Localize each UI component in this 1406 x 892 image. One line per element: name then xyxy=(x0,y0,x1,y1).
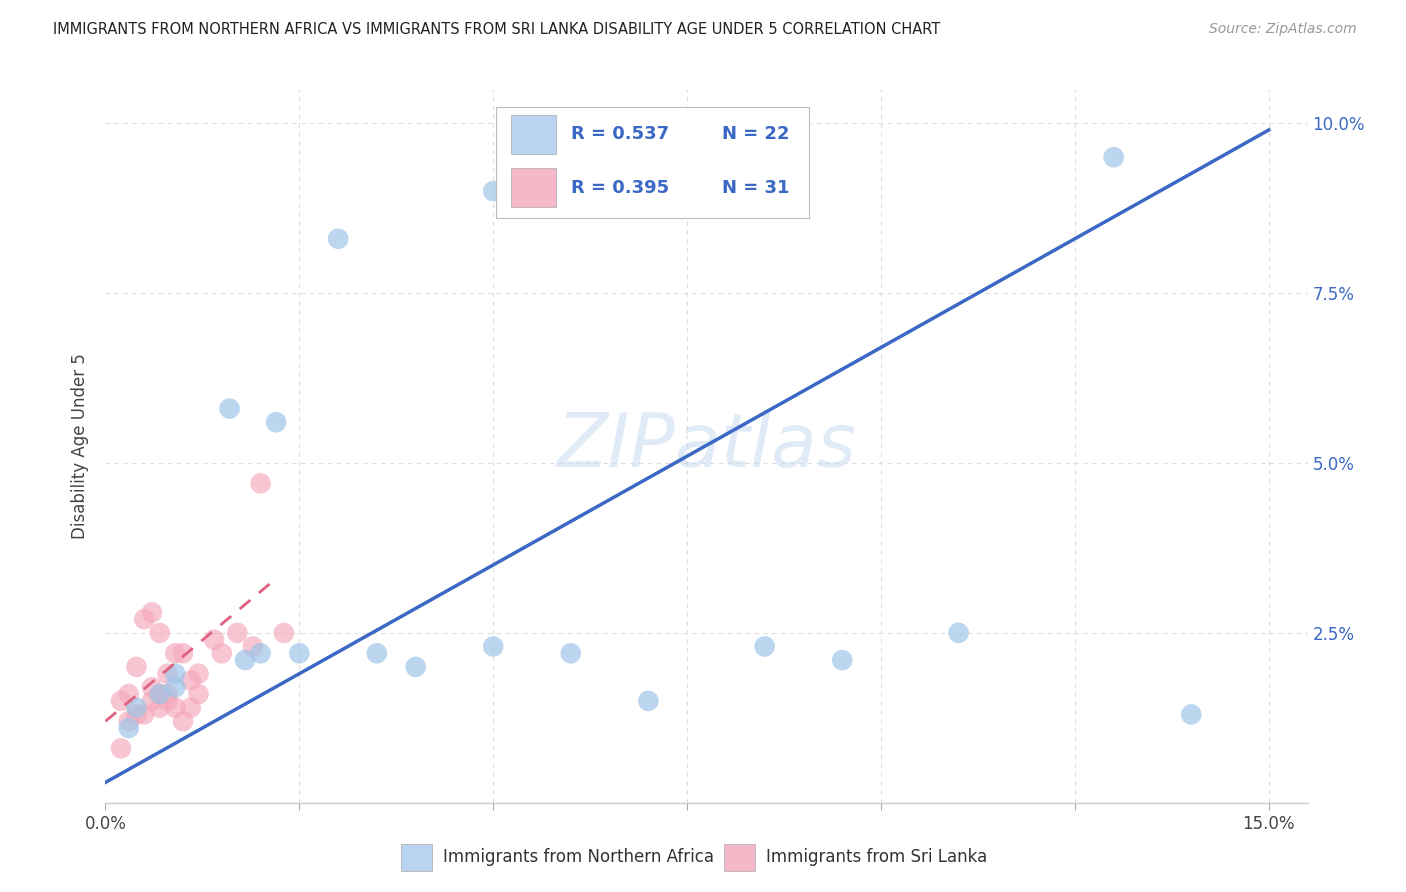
Text: Immigrants from Northern Africa: Immigrants from Northern Africa xyxy=(443,848,714,866)
Point xyxy=(149,687,172,701)
Point xyxy=(134,707,156,722)
Point xyxy=(366,646,388,660)
Point xyxy=(149,626,172,640)
Point xyxy=(831,653,853,667)
Point xyxy=(1180,707,1202,722)
Point xyxy=(165,646,187,660)
Point xyxy=(948,626,970,640)
Point xyxy=(118,687,141,701)
Point xyxy=(273,626,295,640)
Point xyxy=(134,612,156,626)
Text: Source: ZipAtlas.com: Source: ZipAtlas.com xyxy=(1209,22,1357,37)
Text: Immigrants from Sri Lanka: Immigrants from Sri Lanka xyxy=(766,848,987,866)
Point xyxy=(187,687,209,701)
Point xyxy=(242,640,264,654)
Point xyxy=(156,666,179,681)
Point xyxy=(482,184,505,198)
Bar xyxy=(510,168,557,207)
Point xyxy=(482,640,505,654)
Text: R = 0.395: R = 0.395 xyxy=(571,178,669,196)
Point xyxy=(156,687,179,701)
Bar xyxy=(510,114,557,153)
Point xyxy=(405,660,427,674)
Point xyxy=(226,626,249,640)
Point xyxy=(326,232,349,246)
Point xyxy=(1102,150,1125,164)
Point xyxy=(141,694,163,708)
Point xyxy=(233,653,256,667)
FancyBboxPatch shape xyxy=(496,107,808,218)
Point xyxy=(249,476,271,491)
Point xyxy=(125,660,148,674)
Point xyxy=(110,741,132,756)
Point xyxy=(288,646,311,660)
Point xyxy=(156,694,179,708)
Point xyxy=(172,714,194,729)
Text: N = 31: N = 31 xyxy=(723,178,790,196)
Point xyxy=(637,694,659,708)
Point xyxy=(141,606,163,620)
Point xyxy=(125,707,148,722)
Point xyxy=(165,700,187,714)
Point xyxy=(180,673,202,688)
Point xyxy=(110,694,132,708)
Point xyxy=(560,646,582,660)
Point xyxy=(211,646,233,660)
Point xyxy=(165,680,187,694)
Text: IMMIGRANTS FROM NORTHERN AFRICA VS IMMIGRANTS FROM SRI LANKA DISABILITY AGE UNDE: IMMIGRANTS FROM NORTHERN AFRICA VS IMMIG… xyxy=(53,22,941,37)
Point xyxy=(149,700,172,714)
Point xyxy=(264,415,287,429)
Point xyxy=(172,646,194,660)
Point xyxy=(202,632,225,647)
Text: R = 0.537: R = 0.537 xyxy=(571,125,669,143)
Point xyxy=(187,666,209,681)
Point xyxy=(141,680,163,694)
Point xyxy=(118,721,141,735)
Y-axis label: Disability Age Under 5: Disability Age Under 5 xyxy=(72,353,90,539)
Point xyxy=(249,646,271,660)
Text: N = 22: N = 22 xyxy=(723,125,790,143)
Point xyxy=(118,714,141,729)
Point xyxy=(754,640,776,654)
Point xyxy=(218,401,240,416)
Point xyxy=(180,700,202,714)
Point xyxy=(125,700,148,714)
Point xyxy=(149,687,172,701)
Point xyxy=(165,666,187,681)
Text: ZIPatlas: ZIPatlas xyxy=(557,410,856,482)
